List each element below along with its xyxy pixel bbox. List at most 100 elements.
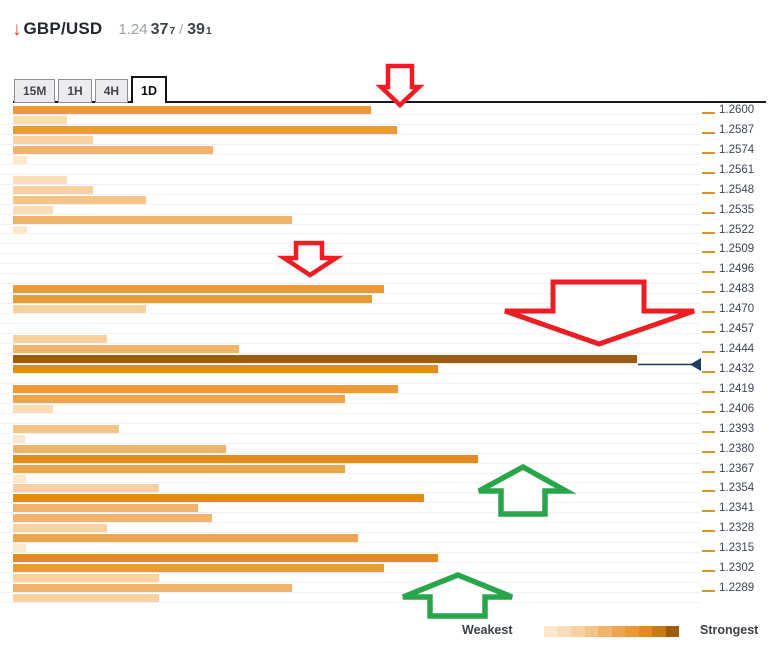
price-tick-dash: [702, 550, 715, 553]
price-tick-dash: [702, 131, 715, 134]
chart-row: [0, 474, 700, 484]
confluence-bar[interactable]: [13, 345, 239, 354]
chart-row: [0, 234, 700, 245]
confluence-bar[interactable]: [13, 564, 384, 573]
confluence-bar[interactable]: [13, 594, 159, 603]
timeframe-tabs: 15M 1H 4H 1D: [14, 76, 170, 103]
confluence-bar[interactable]: [13, 195, 146, 204]
confluence-bar[interactable]: [13, 205, 53, 214]
tab-4h[interactable]: 4H: [94, 79, 129, 103]
price-label: 1.2341: [719, 502, 755, 515]
chart-row: [0, 254, 700, 265]
confluence-bar[interactable]: [13, 394, 345, 403]
chart-row: [0, 394, 700, 404]
confluence-bar[interactable]: [13, 534, 358, 543]
confluence-bar[interactable]: [13, 295, 372, 304]
price-label: 1.2548: [719, 183, 755, 196]
price-tick-dash: [702, 570, 715, 573]
price-tick-dash: [702, 590, 715, 593]
legend-swatch: [598, 626, 612, 637]
chart-row: [0, 513, 700, 524]
tab-15m[interactable]: 15M: [14, 79, 56, 103]
chart-row: [0, 155, 700, 165]
chart-row: [0, 364, 700, 374]
confluence-bar[interactable]: [13, 544, 26, 553]
price-ask-pip: 1: [205, 25, 212, 37]
legend-swatch: [611, 626, 625, 637]
price-tick-dash: [702, 490, 715, 493]
confluence-bar[interactable]: [13, 554, 438, 563]
legend-gradient: [544, 626, 679, 637]
price-label: 1.2470: [719, 303, 755, 316]
confluence-bar[interactable]: [13, 484, 159, 493]
confluence-bar[interactable]: [13, 474, 26, 483]
legend-strongest-label: Strongest: [700, 623, 759, 637]
tab-1d[interactable]: 1D: [131, 76, 168, 103]
confluence-bar[interactable]: [13, 504, 198, 513]
chart-row: [0, 274, 700, 285]
confluence-bar[interactable]: [13, 524, 107, 533]
price-tick-dash: [702, 470, 715, 473]
chart-row: [0, 523, 700, 534]
confluence-bar[interactable]: [13, 145, 213, 154]
confluence-bar[interactable]: [13, 424, 119, 433]
confluence-bar[interactable]: [13, 464, 345, 473]
confluence-bar[interactable]: [13, 175, 67, 184]
chart-row: [0, 464, 700, 474]
price-tick-dash: [702, 171, 715, 174]
price-label: 1.2315: [719, 542, 755, 555]
confluence-bar[interactable]: [13, 434, 25, 443]
chart-row: [0, 533, 700, 544]
chart-row: [0, 314, 700, 325]
price-tick-dash: [702, 111, 715, 114]
confluence-bar[interactable]: [13, 494, 424, 503]
tab-1h[interactable]: 1H: [58, 79, 92, 103]
confluence-bar[interactable]: [13, 454, 478, 463]
chart-row: [0, 284, 700, 295]
confluence-bar[interactable]: [13, 155, 27, 164]
confluence-bar[interactable]: [13, 285, 384, 294]
confluence-bar[interactable]: [13, 384, 398, 393]
price-tick-dash: [702, 370, 715, 373]
confluence-bar[interactable]: [13, 185, 93, 194]
confluence-bar[interactable]: [13, 584, 292, 593]
price-label: 1.2561: [719, 163, 755, 176]
chart-row: [0, 344, 700, 354]
confluence-bar[interactable]: [13, 404, 53, 413]
confluence-bar[interactable]: [13, 106, 371, 114]
confluence-bar[interactable]: [13, 335, 107, 344]
chart-row: [0, 205, 700, 215]
legend-swatch: [665, 626, 679, 637]
chart-row: [0, 354, 700, 364]
confluence-bar[interactable]: [13, 574, 159, 583]
chart-row: [0, 145, 700, 155]
confluence-bar[interactable]: [13, 355, 637, 363]
confluence-bar[interactable]: [13, 305, 146, 314]
confluence-bar[interactable]: [13, 135, 93, 144]
legend-swatch: [638, 626, 652, 637]
price-label: 1.2587: [719, 123, 755, 136]
chart-row: [0, 543, 700, 554]
chart-row: [0, 503, 700, 514]
confluence-bar[interactable]: [13, 444, 226, 453]
confluence-bar[interactable]: [13, 115, 67, 124]
confluence-bar[interactable]: [13, 364, 438, 373]
confluence-bar[interactable]: [13, 125, 397, 134]
chart-row: [0, 384, 700, 394]
price-label: 1.2380: [719, 442, 755, 455]
header: ↓ GBP/USD 1.24 37 7 / 39 1: [12, 18, 212, 46]
chart-row: [0, 244, 700, 255]
confluence-bar[interactable]: [13, 225, 27, 234]
price-tick-dash: [702, 390, 715, 393]
chart-row: [0, 294, 700, 305]
price-label: 1.2406: [719, 402, 755, 415]
price-label: 1.2574: [719, 143, 755, 156]
chart-row: [0, 334, 700, 345]
chart-row: [0, 483, 700, 494]
chart-row: [0, 185, 700, 195]
price-label: 1.2302: [719, 562, 755, 575]
confluence-bar[interactable]: [13, 215, 292, 224]
confluence-bar[interactable]: [13, 514, 212, 523]
strength-legend: Weakest Strongest: [0, 621, 771, 639]
chart-row: [0, 225, 700, 235]
